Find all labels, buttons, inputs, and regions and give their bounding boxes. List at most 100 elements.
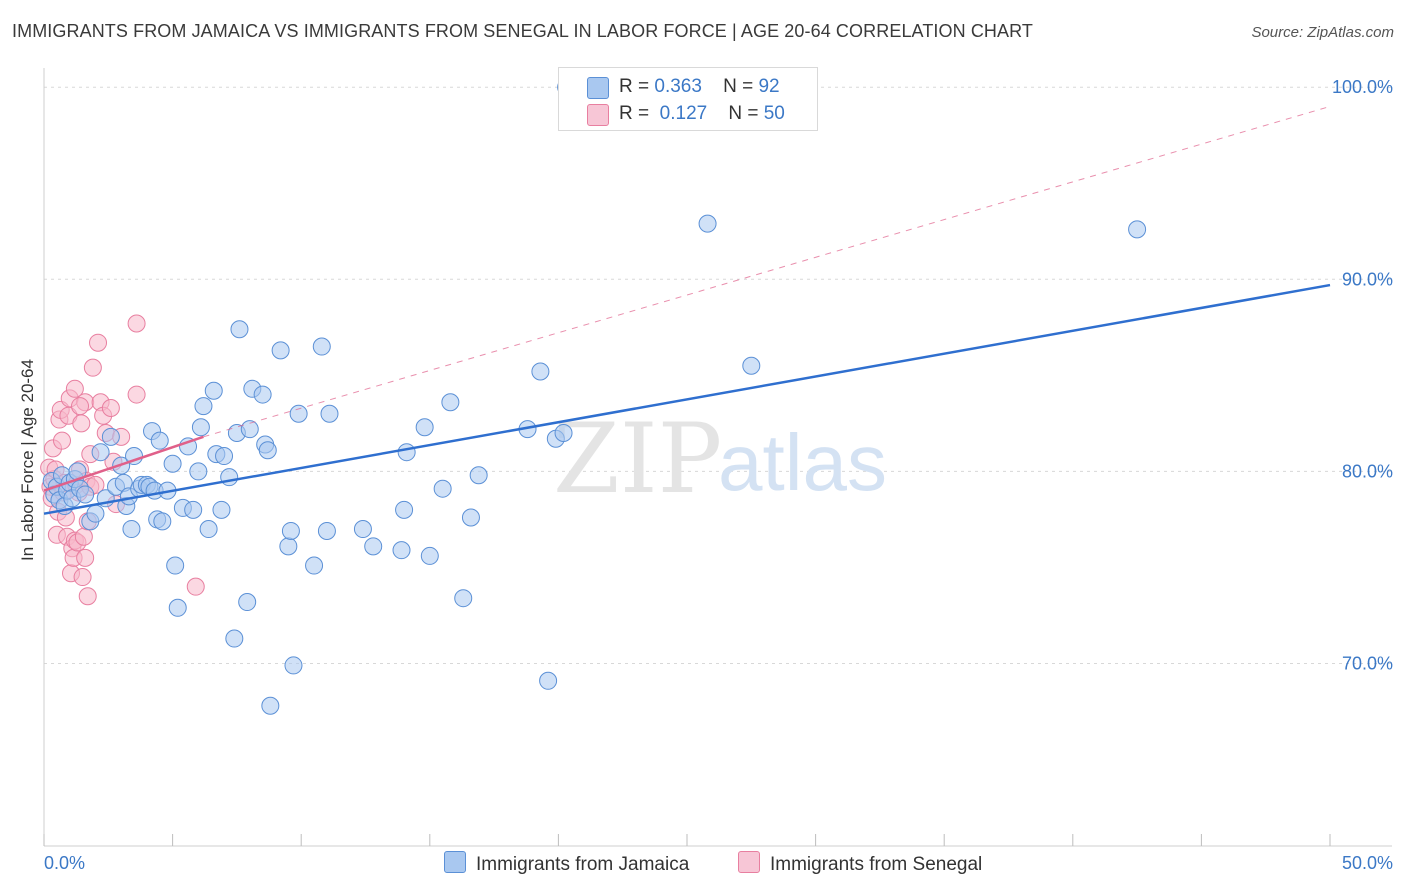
senegal-point: [72, 414, 91, 433]
x-tick-labels: 0.0% 50.0%: [44, 853, 1393, 873]
jamaica-point: [258, 441, 277, 460]
jamaica-point: [261, 696, 280, 715]
jamaica-point: [125, 447, 144, 466]
y-tick-label: 90.0%: [1342, 269, 1393, 289]
jamaica-point: [284, 656, 303, 675]
senegal-swatch: [587, 104, 609, 126]
jamaica-point: [86, 504, 105, 523]
senegal-point: [78, 587, 97, 606]
senegal-trend-extension: [203, 105, 1331, 438]
jamaica-point: [191, 418, 210, 437]
senegal-point: [127, 314, 146, 333]
jamaica-point: [454, 589, 473, 608]
senegal-point: [65, 379, 84, 398]
jamaica-trend-line: [43, 283, 1331, 515]
watermark-zip: ZIP: [553, 403, 722, 515]
x-ticks: [43, 834, 1331, 846]
trend-lines: [43, 105, 1331, 515]
senegal-point: [71, 397, 90, 416]
jamaica-n-value: 92: [758, 76, 780, 97]
jamaica-point: [101, 427, 120, 446]
jamaica-point: [122, 520, 141, 539]
jamaica-point: [305, 556, 324, 575]
jamaica-point: [364, 537, 383, 556]
jamaica-legend-label: Immigrants from Jamaica: [476, 854, 690, 875]
senegal-n-value: 50: [763, 103, 785, 124]
jamaica-swatch: [587, 77, 609, 99]
gridlines: [44, 86, 1392, 665]
jamaica-point: [184, 500, 203, 519]
jamaica-r-value: 0.363: [654, 76, 702, 97]
jamaica-point: [420, 546, 439, 565]
jamaica-point: [281, 521, 300, 540]
watermark: ZIP atlas: [553, 403, 887, 515]
jamaica-points: [42, 78, 1147, 715]
jamaica-point: [320, 404, 339, 423]
jamaica-point: [166, 556, 185, 575]
jamaica-point: [531, 362, 550, 381]
jamaica-n-label: N =: [723, 76, 754, 97]
senegal-r-label: R =: [619, 103, 650, 124]
jamaica-point: [469, 466, 488, 485]
jamaica-point: [698, 214, 717, 233]
senegal-point: [127, 385, 146, 404]
jamaica-point: [317, 521, 336, 540]
senegal-point: [76, 548, 95, 567]
senegal-r-value: 0.127: [659, 103, 708, 124]
jamaica-point: [312, 337, 331, 356]
jamaica-point: [168, 598, 187, 617]
jamaica-point: [76, 485, 95, 504]
senegal-legend-swatch: [738, 851, 760, 873]
jamaica-point: [397, 443, 416, 462]
bottom-legend-jamaica[interactable]: Immigrants from Jamaica: [444, 851, 689, 876]
jamaica-point: [153, 512, 172, 531]
senegal-point: [101, 399, 120, 418]
jamaica-r-label: R =: [619, 76, 650, 97]
senegal-legend-label: Immigrants from Senegal: [770, 854, 983, 875]
jamaica-point: [353, 520, 372, 539]
jamaica-point: [163, 454, 182, 473]
y-tick-label: 80.0%: [1342, 461, 1393, 481]
jamaica-point: [240, 420, 259, 439]
jamaica-point: [253, 385, 272, 404]
jamaica-point: [1128, 220, 1147, 239]
jamaica-point: [91, 443, 110, 462]
chart-title: IMMIGRANTS FROM JAMAICA VS IMMIGRANTS FR…: [12, 21, 1033, 41]
axes: [43, 68, 1392, 847]
jamaica-point: [204, 381, 223, 400]
y-tick-labels: 70.0% 80.0% 90.0% 100.0%: [1332, 77, 1393, 673]
jamaica-point: [212, 500, 231, 519]
jamaica-point: [215, 447, 234, 466]
senegal-point: [83, 358, 102, 377]
jamaica-point: [289, 404, 308, 423]
jamaica-point: [461, 508, 480, 527]
jamaica-point: [194, 397, 213, 416]
jamaica-point: [225, 629, 244, 648]
jamaica-point: [271, 341, 290, 360]
jamaica-point: [395, 500, 414, 519]
jamaica-point: [392, 541, 411, 560]
jamaica-point: [441, 393, 460, 412]
senegal-point: [53, 431, 72, 450]
jamaica-point: [238, 593, 257, 612]
senegal-n-label: N =: [728, 103, 759, 124]
jamaica-point: [415, 418, 434, 437]
jamaica-point: [220, 468, 239, 487]
senegal-point: [186, 577, 205, 596]
senegal-point: [74, 527, 93, 546]
jamaica-legend-swatch: [444, 851, 466, 873]
jamaica-point: [189, 462, 208, 481]
x-tick-label: 50.0%: [1342, 853, 1393, 873]
jamaica-point: [539, 671, 558, 690]
bottom-legend-senegal[interactable]: Immigrants from Senegal: [738, 851, 982, 876]
jamaica-point: [554, 423, 573, 442]
jamaica-point: [150, 431, 169, 450]
senegal-trend-line: [43, 435, 204, 492]
y-tick-label: 100.0%: [1332, 77, 1393, 97]
senegal-point: [73, 568, 92, 587]
senegal-point: [89, 333, 108, 352]
watermark-atlas: atlas: [718, 418, 887, 507]
jamaica-point: [742, 356, 761, 375]
jamaica-point: [230, 320, 249, 339]
